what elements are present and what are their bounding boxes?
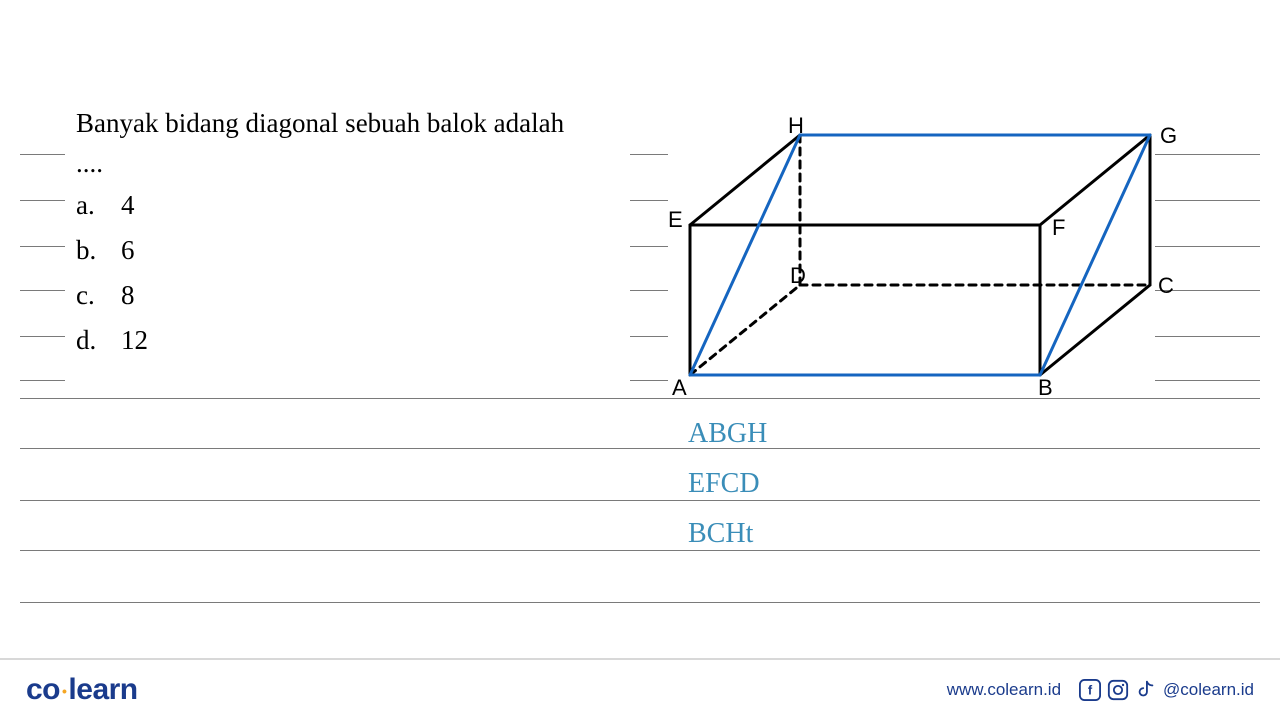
option-value: 6	[121, 235, 135, 266]
tiktok-icon	[1135, 679, 1157, 701]
cuboid-diagram: A B C D E F G H	[660, 115, 1220, 405]
svg-text:D: D	[790, 263, 806, 288]
question-ellipsis: ....	[76, 148, 103, 179]
svg-text:f: f	[1088, 683, 1093, 698]
svg-text:C: C	[1158, 273, 1174, 298]
logo-learn: learn	[68, 673, 137, 706]
answer-options: a.4b.6c.8d.12	[76, 190, 148, 370]
svg-text:G: G	[1160, 123, 1177, 148]
option-value: 12	[121, 325, 148, 356]
option-a: a.4	[76, 190, 148, 221]
handwritten-note: EFCD	[688, 468, 760, 500]
handwritten-note: ABGH	[688, 418, 767, 450]
svg-text:H: H	[788, 115, 804, 138]
option-b: b.6	[76, 235, 148, 266]
social-icons: f @colearn.id	[1079, 679, 1254, 701]
social-handle: @colearn.id	[1163, 680, 1254, 700]
option-letter: a.	[76, 190, 121, 221]
facebook-icon: f	[1079, 679, 1101, 701]
instagram-icon	[1107, 679, 1129, 701]
option-value: 4	[121, 190, 135, 221]
question-text: Banyak bidang diagonal sebuah balok adal…	[76, 108, 564, 139]
svg-text:A: A	[672, 375, 687, 400]
handwritten-note: BCHt	[688, 518, 753, 550]
colearn-logo: co•learn	[26, 673, 138, 707]
svg-text:E: E	[668, 207, 683, 232]
logo-co: co	[26, 673, 60, 706]
option-letter: d.	[76, 325, 121, 356]
option-c: c.8	[76, 280, 148, 311]
option-letter: b.	[76, 235, 121, 266]
svg-text:B: B	[1038, 375, 1053, 400]
svg-text:F: F	[1052, 215, 1065, 240]
footer-url: www.colearn.id	[947, 680, 1061, 700]
option-letter: c.	[76, 280, 121, 311]
footer-bar: co•learn www.colearn.id f @colearn.id	[0, 658, 1280, 720]
option-d: d.12	[76, 325, 148, 356]
option-value: 8	[121, 280, 135, 311]
logo-dot: •	[62, 683, 66, 699]
